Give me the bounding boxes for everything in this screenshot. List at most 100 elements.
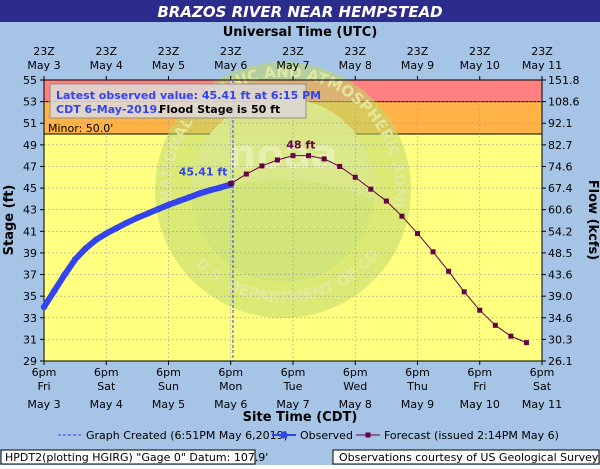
bottom-tick-label-date: May 4 (90, 398, 123, 411)
footer-left-box (0, 449, 256, 465)
forecast-point (430, 249, 436, 255)
observed-value-label: 45.41 ft (179, 166, 228, 179)
bottom-tick-label-date: May 6 (214, 398, 247, 411)
y-axis-label: Stage (ft) (2, 185, 17, 256)
bottom-tick-label-day: Thu (406, 380, 428, 393)
forecast-point (399, 213, 405, 219)
forecast-point (243, 171, 249, 177)
observed-point (61, 271, 68, 278)
y-tick-label: 55 (23, 74, 37, 87)
right-tick-label: 30.3 (548, 333, 573, 346)
right-tick-label: 54.2 (548, 225, 573, 238)
bottom-tick-label-day: Fri (473, 380, 486, 393)
y-tick-label: 51 (23, 117, 37, 130)
forecast-point (274, 157, 280, 163)
bottom-tick-label-date: May 11 (522, 398, 562, 411)
forecast-point (492, 322, 498, 328)
legend: Graph Created (6:51PM May 6,2019) Observ… (58, 429, 559, 442)
forecast-point (259, 163, 265, 169)
forecast-point (321, 156, 327, 162)
observed-point (165, 201, 172, 209)
right-tick-label: 74.6 (548, 160, 573, 173)
forecast-point (368, 186, 374, 192)
y-tick-label: 35 (23, 290, 37, 303)
legend-observed-marker (280, 431, 288, 439)
top-tick-label-hour: 23Z (469, 45, 491, 58)
top-tick-label-date: May 8 (339, 59, 372, 72)
bottom-tick-label-day: Sat (533, 380, 552, 393)
top-tick-label-date: May 10 (460, 59, 500, 72)
forecast-point (228, 181, 234, 187)
right-tick-label: 82.7 (548, 139, 573, 152)
right-tick-label: 60.6 (548, 204, 573, 217)
y-tick-label: 43 (23, 204, 37, 217)
y-tick-label: 53 (23, 96, 37, 109)
bottom-tick-label-time: 6pm (343, 366, 368, 379)
bottom-tick-label-date: May 9 (401, 398, 434, 411)
bottom-tick-label-date: May 8 (339, 398, 372, 411)
top-tick-label-date: May 5 (152, 59, 185, 72)
observed-point (175, 197, 183, 205)
bottom-tick-label-date: May 3 (27, 398, 60, 411)
legend-observed-label: Observed (300, 429, 353, 442)
bottom-axis-title: Site Time (CDT) (243, 410, 358, 425)
bottom-tick-label-time: 6pm (218, 366, 243, 379)
forecast-point (477, 307, 483, 313)
bottom-tick-label-date: May 5 (152, 398, 185, 411)
top-tick-label-hour: 23Z (282, 45, 304, 58)
bottom-tick-label-day: Sun (158, 380, 179, 393)
footer-right-box (332, 449, 600, 465)
bottom-tick-label-time: 6pm (467, 366, 492, 379)
bottom-tick-label-time: 6pm (32, 366, 57, 379)
legend-forecast-marker (365, 432, 371, 438)
top-tick-label-hour: 23Z (407, 45, 429, 58)
top-tick-label-date: May 9 (401, 59, 434, 72)
bottom-tick-label-day: Tue (283, 380, 303, 393)
top-tick-label-date: May 4 (90, 59, 123, 72)
legend-forecast-label: Forecast (issued 2:14PM May 6) (384, 429, 559, 442)
top-tick-label-hour: 23Z (344, 45, 366, 58)
observed-point (51, 287, 58, 294)
observed-point (92, 236, 100, 244)
title-bar (0, 0, 600, 22)
observed-point (144, 210, 151, 217)
y-tick-label: 37 (23, 269, 37, 282)
top-tick-label-hour: 23Z (33, 45, 55, 58)
observed-point (196, 190, 203, 197)
forecast-line (230, 155, 527, 344)
forecast-point (337, 163, 343, 169)
right-tick-label: 43.6 (548, 269, 573, 282)
bottom-tick-label-day: Fri (37, 380, 50, 393)
right-tick-label: 108.6 (548, 96, 580, 109)
observed-point (134, 214, 141, 221)
forecast-point (306, 153, 312, 159)
y-tick-label: 47 (23, 160, 37, 173)
right-tick-label: 34.6 (548, 312, 573, 325)
observed-point (40, 303, 48, 311)
minor-stage-label: Minor: 50.0' (48, 122, 113, 135)
chart-title: BRAZOS RIVER NEAR HEMPSTEAD (157, 3, 442, 21)
forecast-point (415, 230, 420, 236)
y-axis-label-right: Flow (kcfs) (585, 180, 600, 260)
y-tick-label: 29 (23, 355, 37, 368)
info-line2a: CDT 6-May-2019. (56, 103, 161, 116)
bottom-tick-label-day: Sat (97, 380, 116, 393)
top-axis-title: Universal Time (UTC) (223, 25, 378, 40)
forecast-point (461, 289, 467, 295)
top-tick-label-hour: 23Z (95, 45, 117, 58)
forecast-peak-label: 48 ft (286, 139, 315, 152)
bottom-tick-label-time: 6pm (281, 366, 306, 379)
y-tick-label: 49 (23, 139, 37, 152)
forecast-point (523, 340, 529, 346)
footer-left-text: HPDT2(plotting HGIRG) "Gage 0" Datum: 10… (5, 451, 268, 464)
legend-created-label: Graph Created (6:51PM May 6,2019) (86, 429, 288, 442)
bottom-tick-label-time: 6pm (530, 366, 555, 379)
observed-point (103, 230, 110, 237)
right-tick-label: 67.4 (548, 182, 573, 195)
observed-point (186, 194, 193, 201)
observed-point (82, 245, 89, 252)
top-tick-label-hour: 23Z (220, 45, 242, 58)
y-tick-label: 31 (23, 333, 37, 346)
right-tick-label: 26.1 (548, 355, 573, 368)
